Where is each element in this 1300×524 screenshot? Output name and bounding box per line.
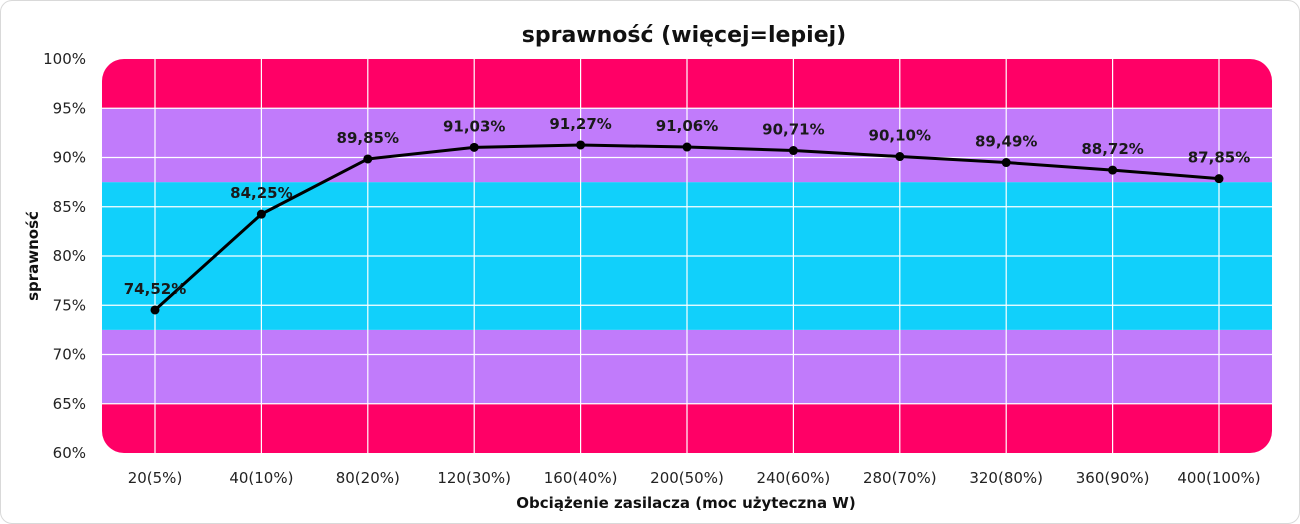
data-label: 91,03% xyxy=(443,117,505,135)
data-point xyxy=(150,305,160,315)
y-tick-label: 60% xyxy=(53,444,86,462)
data-point xyxy=(1214,174,1224,184)
x-tick-label: 360(90%) xyxy=(1076,469,1150,487)
y-tick-label: 90% xyxy=(53,149,86,167)
data-point xyxy=(363,154,373,164)
data-point xyxy=(469,142,479,152)
data-label: 87,85% xyxy=(1188,149,1250,167)
y-tick-label: 95% xyxy=(53,99,86,117)
y-tick-label: 80% xyxy=(53,247,86,265)
x-axis-label: Obciążenie zasilacza (moc użyteczna W) xyxy=(516,494,855,512)
x-tick-label: 120(30%) xyxy=(437,469,511,487)
y-tick-label: 100% xyxy=(43,50,86,68)
data-point xyxy=(1108,165,1118,175)
data-label: 74,52% xyxy=(124,280,186,298)
data-points xyxy=(150,140,1224,315)
data-label: 88,72% xyxy=(1081,140,1143,158)
y-tick-label: 70% xyxy=(53,346,86,364)
x-tick-label: 40(10%) xyxy=(229,469,293,487)
x-tick-label: 400(100%) xyxy=(1177,469,1260,487)
data-label: 89,85% xyxy=(337,129,399,147)
data-point xyxy=(788,146,798,156)
chart-title: sprawność (więcej=lepiej) xyxy=(522,23,846,48)
x-tick-label: 80(20%) xyxy=(336,469,400,487)
data-label: 91,27% xyxy=(549,115,611,133)
data-point xyxy=(256,209,266,219)
x-tick-label: 320(80%) xyxy=(969,469,1043,487)
y-tick-label: 75% xyxy=(53,296,86,314)
x-tick-label: 160(40%) xyxy=(544,469,618,487)
x-tick-label: 240(60%) xyxy=(757,469,831,487)
data-label: 91,06% xyxy=(656,117,718,135)
data-label: 84,25% xyxy=(230,184,292,202)
x-tick-label: 280(70%) xyxy=(863,469,937,487)
x-tick-label: 200(50%) xyxy=(650,469,724,487)
data-label: 89,49% xyxy=(975,133,1037,151)
data-point xyxy=(1001,158,1011,168)
data-label: 90,71% xyxy=(762,121,824,139)
y-tick-label: 85% xyxy=(53,198,86,216)
data-labels: 74,52% 84,25% 89,85% 91,03% 91,27% 91,06% 90,7… xyxy=(124,115,1250,298)
data-point xyxy=(576,140,586,150)
data-label: 90,10% xyxy=(869,127,931,145)
x-axis-ticks: 20(5%) 40(10%) 80(20%) 120(30%) 160(40%) 200(… xyxy=(128,469,1261,487)
gridlines xyxy=(102,59,1272,453)
y-axis-label: sprawność xyxy=(24,211,42,301)
data-point xyxy=(895,152,905,162)
x-tick-label: 20(5%) xyxy=(128,469,183,487)
data-point xyxy=(682,142,692,152)
y-tick-label: 65% xyxy=(53,395,86,413)
y-axis-ticks: 60% 65% 70% 75% 80% 85% 90% 95% 100% xyxy=(43,50,86,462)
